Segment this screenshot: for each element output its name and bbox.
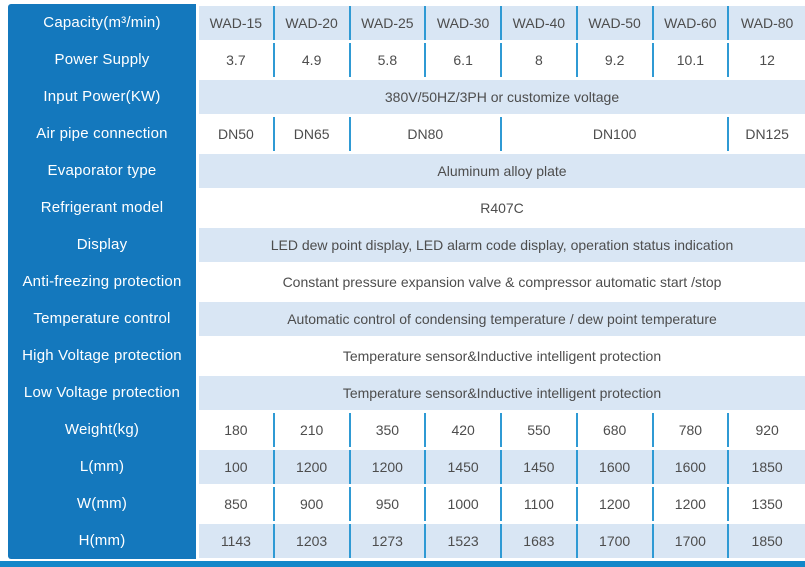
row-label: Refrigerant model: [40, 199, 164, 216]
row-label: L(mm): [79, 458, 125, 475]
table-row: Aluminum alloy plate: [199, 152, 805, 189]
spec-cell: 10.1: [654, 43, 730, 77]
spec-cell: 1600: [654, 450, 730, 484]
table-row: Temperature sensor&Inductive intelligent…: [199, 374, 805, 411]
spec-cell: 1450: [426, 450, 502, 484]
spec-cell: 9.2: [578, 43, 654, 77]
spec-cell: 210: [275, 413, 351, 447]
spec-cell: WAD-15: [199, 6, 275, 40]
spec-cell: 1350: [751, 496, 783, 512]
table-row: 1143 1203 1273 1523 1683 1700 1700 1850: [199, 522, 805, 559]
table-row: Temperature sensor&Inductive intelligent…: [199, 337, 805, 374]
spec-cell: 1450: [502, 450, 578, 484]
row-label: Capacity(m³/min): [43, 14, 161, 31]
row-label: High Voltage protection: [22, 347, 182, 364]
spec-cell: Aluminum alloy plate: [437, 163, 567, 179]
spec-cell: 900: [275, 487, 351, 521]
spec-cell: 6.1: [426, 43, 502, 77]
table-row: WAD-15 WAD-20 WAD-25 WAD-30 WAD-40 WAD-50 WAD-…: [199, 4, 805, 41]
spec-cell: Temperature sensor&Inductive intelligent…: [342, 348, 662, 364]
row-label: Evaporator type: [47, 162, 157, 179]
spec-cell: WAD-30: [426, 6, 502, 40]
row-label: Air pipe connection: [36, 125, 168, 142]
spec-cell: 1143: [199, 524, 275, 558]
table-row: LED dew point display, LED alarm code di…: [199, 226, 805, 263]
column-gap: [196, 4, 199, 559]
spec-cell: WAD-25: [351, 6, 427, 40]
spec-cell: 350: [351, 413, 427, 447]
spec-cell: 5.8: [351, 43, 427, 77]
spec-cell: WAD-40: [502, 6, 578, 40]
spec-cell: 780: [654, 413, 730, 447]
spec-cell: 1200: [654, 487, 730, 521]
spec-cell: WAD-80: [740, 15, 794, 31]
spec-cell: WAD-20: [275, 6, 351, 40]
spec-cell: 1850: [751, 459, 783, 475]
row-label: Input Power(KW): [43, 88, 161, 105]
spec-cell: 1523: [426, 524, 502, 558]
spec-cell: 3.7: [199, 43, 275, 77]
spec-cell: 920: [755, 422, 779, 438]
spec-data-column: WAD-15 WAD-20 WAD-25 WAD-30 WAD-40 WAD-50 WAD-…: [199, 4, 805, 559]
row-label: Temperature control: [33, 310, 171, 327]
spec-cell: 1273: [351, 524, 427, 558]
spec-cell: 550: [502, 413, 578, 447]
spec-cell: WAD-50: [578, 6, 654, 40]
spec-cell: 420: [426, 413, 502, 447]
spec-cell: DN100: [502, 117, 730, 151]
row-label: Display: [76, 236, 128, 253]
spec-cell: 850: [199, 487, 275, 521]
row-label: W(mm): [76, 495, 128, 512]
spec-cell: 1850: [751, 533, 783, 549]
spec-cell: 380V/50HZ/3PH or customize voltage: [384, 89, 620, 105]
spec-cell: DN80: [351, 117, 502, 151]
spec-cell: Temperature sensor&Inductive intelligent…: [342, 385, 662, 401]
table-row: 180 210 350 420 550 680 780 920: [199, 411, 805, 448]
table-row: 3.7 4.9 5.8 6.1 8 9.2 10.1 12: [199, 41, 805, 78]
spec-label-column: Capacity(m³/min) Power Supply Input Power(…: [8, 4, 196, 559]
spec-cell: DN50: [199, 117, 275, 151]
spec-cell: R407C: [480, 200, 524, 216]
spec-cell: 1203: [275, 524, 351, 558]
row-label: Power Supply: [54, 51, 150, 68]
spec-cell: 1200: [578, 487, 654, 521]
row-label: H(mm): [78, 532, 126, 549]
table-row: 380V/50HZ/3PH or customize voltage: [199, 78, 805, 115]
row-label: Anti-freezing protection: [22, 273, 182, 290]
spec-table-body: Capacity(m³/min) Power Supply Input Power(…: [0, 4, 805, 559]
spec-cell: 1200: [275, 450, 351, 484]
row-label: Weight(kg): [64, 421, 140, 438]
spec-cell: WAD-60: [654, 6, 730, 40]
table-row: Constant pressure expansion valve & comp…: [199, 263, 805, 300]
spec-cell: 680: [578, 413, 654, 447]
table-row: R407C: [199, 189, 805, 226]
spec-cell: Automatic control of condensing temperat…: [287, 311, 717, 327]
row-label: Low Voltage protection: [23, 384, 181, 401]
table-row: Automatic control of condensing temperat…: [199, 300, 805, 337]
bottom-accent-bar: [0, 561, 805, 567]
table-row: DN50 DN65 DN80 DN100 DN125: [199, 115, 805, 152]
spec-cell: LED dew point display, LED alarm code di…: [270, 237, 734, 253]
spec-cell: 1700: [654, 524, 730, 558]
spec-cell: 1683: [502, 524, 578, 558]
spec-cell: 12: [759, 52, 775, 68]
spec-cell: 100: [199, 450, 275, 484]
spec-cell: 8: [502, 43, 578, 77]
spec-cell: 1200: [351, 450, 427, 484]
spec-cell: DN125: [745, 126, 789, 142]
spec-cell: 4.9: [275, 43, 351, 77]
spec-cell: 950: [351, 487, 427, 521]
table-row: 850 900 950 1000 1100 1200 1200 1350: [199, 485, 805, 522]
spec-cell: 1000: [426, 487, 502, 521]
table-row: 100 1200 1200 1450 1450 1600 1600 1850: [199, 448, 805, 485]
spec-cell: 1600: [578, 450, 654, 484]
spec-cell: Constant pressure expansion valve & comp…: [282, 274, 722, 290]
spec-cell: 1100: [502, 487, 578, 521]
spec-cell: DN65: [275, 117, 351, 151]
spec-cell: 180: [199, 413, 275, 447]
spec-cell: 1700: [578, 524, 654, 558]
